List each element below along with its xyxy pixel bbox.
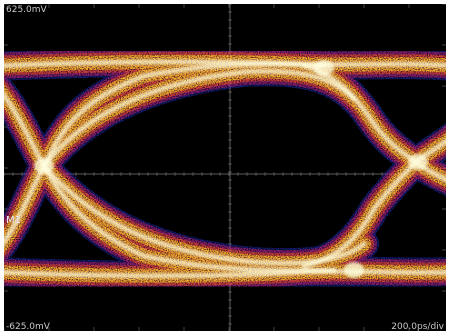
oscilloscope-display: 625.0mV -625.0mV 200.0ps/div M1 [4,4,446,331]
eye-trace-segment [4,61,327,247]
eye-trace-segment [301,63,446,183]
trace-density-layer [4,46,446,291]
eye-traces [4,46,446,291]
vertical-scale-bottom: -625.0mV [6,322,50,331]
crossing-highlight [34,158,54,174]
crossing-highlight [314,60,334,76]
crossing-highlight [344,262,364,278]
time-per-div-readout: 200.0ps/div [391,322,444,331]
eye-trace-segment [4,91,337,274]
eye-trace-segment [301,138,446,269]
crossing-highlight [408,154,428,170]
eye-diagram [4,4,446,331]
eye-trace-segment [41,163,367,266]
eye-trace-segment [41,68,357,169]
eye-trace-segment [4,268,446,279]
trace-density-layer [4,59,446,279]
vertical-scale-top: 625.0mV [6,5,47,15]
marker-m1-label[interactable]: M1 [6,215,21,226]
